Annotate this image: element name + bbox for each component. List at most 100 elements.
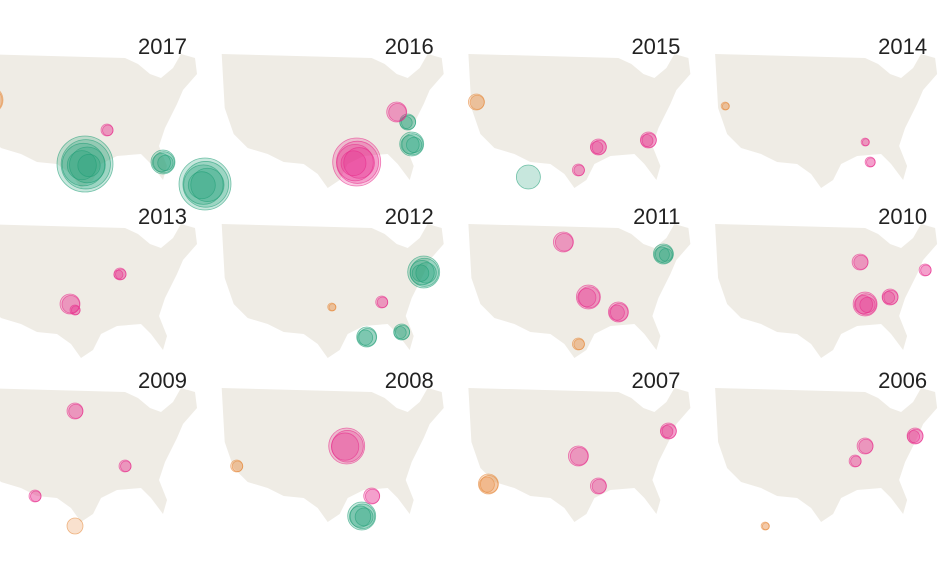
- storm-marker: [411, 264, 430, 282]
- storm-marker: [400, 135, 420, 155]
- storm-marker: [761, 522, 770, 531]
- storm-marker: [661, 423, 677, 439]
- storm-marker: [115, 268, 127, 280]
- storm-marker: [641, 132, 657, 148]
- storm-marker: [354, 507, 374, 527]
- storm-marker: [102, 124, 114, 136]
- storm-marker: [388, 103, 407, 122]
- storm-marker: [591, 139, 607, 155]
- storm-marker: [343, 147, 375, 179]
- storm-marker: [853, 254, 869, 270]
- storm-marker: [883, 289, 899, 305]
- year-label: 2014: [878, 34, 927, 59]
- storm-marker: [395, 324, 410, 340]
- storm-marker: [640, 134, 654, 148]
- storm-marker: [608, 304, 625, 321]
- storm-marker: [577, 288, 597, 308]
- storm-marker: [859, 296, 876, 313]
- year-label: 2006: [878, 368, 927, 393]
- map-panel: 2007: [468, 368, 691, 522]
- storm-marker: [113, 269, 124, 280]
- storm-marker: [721, 102, 730, 111]
- us-map: [715, 54, 938, 188]
- storm-marker: [567, 445, 589, 467]
- storm-marker: [590, 141, 604, 155]
- storm-marker: [71, 305, 81, 316]
- storm-marker: [415, 262, 437, 284]
- storm-marker: [554, 233, 574, 252]
- storm-marker: [187, 171, 216, 200]
- year-label: 2009: [138, 368, 187, 393]
- storm-marker: [30, 490, 42, 502]
- us-map: [221, 224, 444, 358]
- map-panel: 2014: [715, 34, 938, 188]
- us-map: [715, 388, 938, 522]
- storm-marker: [120, 460, 132, 472]
- storm-marker: [569, 447, 589, 466]
- storm-marker: [861, 138, 870, 147]
- map-panel: 2006: [715, 368, 938, 531]
- storm-marker: [0, 92, 3, 108]
- year-label: 2015: [631, 34, 680, 59]
- year-label: 2008: [385, 368, 434, 393]
- storm-marker: [406, 136, 423, 153]
- storm-marker: [907, 430, 920, 444]
- map-panel: 2008: [221, 368, 444, 531]
- storm-marker: [591, 478, 607, 494]
- storm-marker: [653, 246, 670, 263]
- storm-marker: [349, 505, 372, 528]
- storm-marker: [190, 167, 225, 202]
- year-label: 2012: [385, 204, 434, 229]
- storm-marker: [908, 428, 924, 444]
- storm-marker: [920, 264, 932, 276]
- storm-marker: [866, 157, 876, 168]
- storm-marker: [151, 153, 171, 173]
- map-panel: 2013: [0, 204, 197, 358]
- storm-marker: [853, 295, 874, 315]
- storm-marker: [393, 326, 407, 340]
- storm-marker: [376, 296, 389, 308]
- storm-marker: [478, 476, 495, 493]
- map-panel: 2015: [467, 34, 691, 190]
- storm-marker: [573, 164, 585, 176]
- storm-marker: [340, 150, 367, 177]
- storm-marker: [469, 94, 485, 110]
- storm-marker: [858, 438, 874, 454]
- us-map: [0, 224, 197, 358]
- year-label: 2016: [385, 34, 434, 59]
- storm-marker: [59, 293, 81, 315]
- us-map: [0, 388, 197, 522]
- storm-marker: [573, 338, 585, 350]
- storm-marker: [66, 150, 97, 181]
- year-label: 2017: [138, 34, 187, 59]
- year-label: 2011: [633, 204, 680, 229]
- map-panel: 2009: [0, 368, 197, 535]
- storm-marker: [331, 432, 360, 461]
- map-panel: 2012: [221, 204, 444, 358]
- storm-marker: [157, 154, 174, 171]
- us-map: [715, 224, 938, 358]
- storm-marker: [515, 164, 541, 190]
- storm-marker: [401, 114, 416, 130]
- year-label: 2010: [878, 204, 927, 229]
- storm-marker: [68, 403, 84, 419]
- storm-marker: [77, 153, 101, 178]
- storm-marker: [365, 488, 380, 504]
- storm-marker: [357, 329, 374, 346]
- storm-marker: [328, 303, 337, 312]
- map-panel: 2011: [468, 204, 691, 358]
- storm-marker: [0, 90, 4, 110]
- map-panel: 2010: [715, 204, 938, 358]
- storm-marker: [882, 291, 895, 305]
- storm-marker: [66, 517, 84, 535]
- storm-marker: [386, 101, 408, 123]
- storm-marker: [850, 455, 862, 467]
- year-label: 2013: [138, 204, 187, 229]
- storm-marker: [231, 460, 244, 472]
- map-panel: 2016: [221, 34, 444, 188]
- storm-marker: [552, 231, 574, 253]
- year-label: 2007: [631, 368, 680, 393]
- map-panel: 2017: [0, 34, 232, 211]
- storm-marker: [660, 425, 674, 439]
